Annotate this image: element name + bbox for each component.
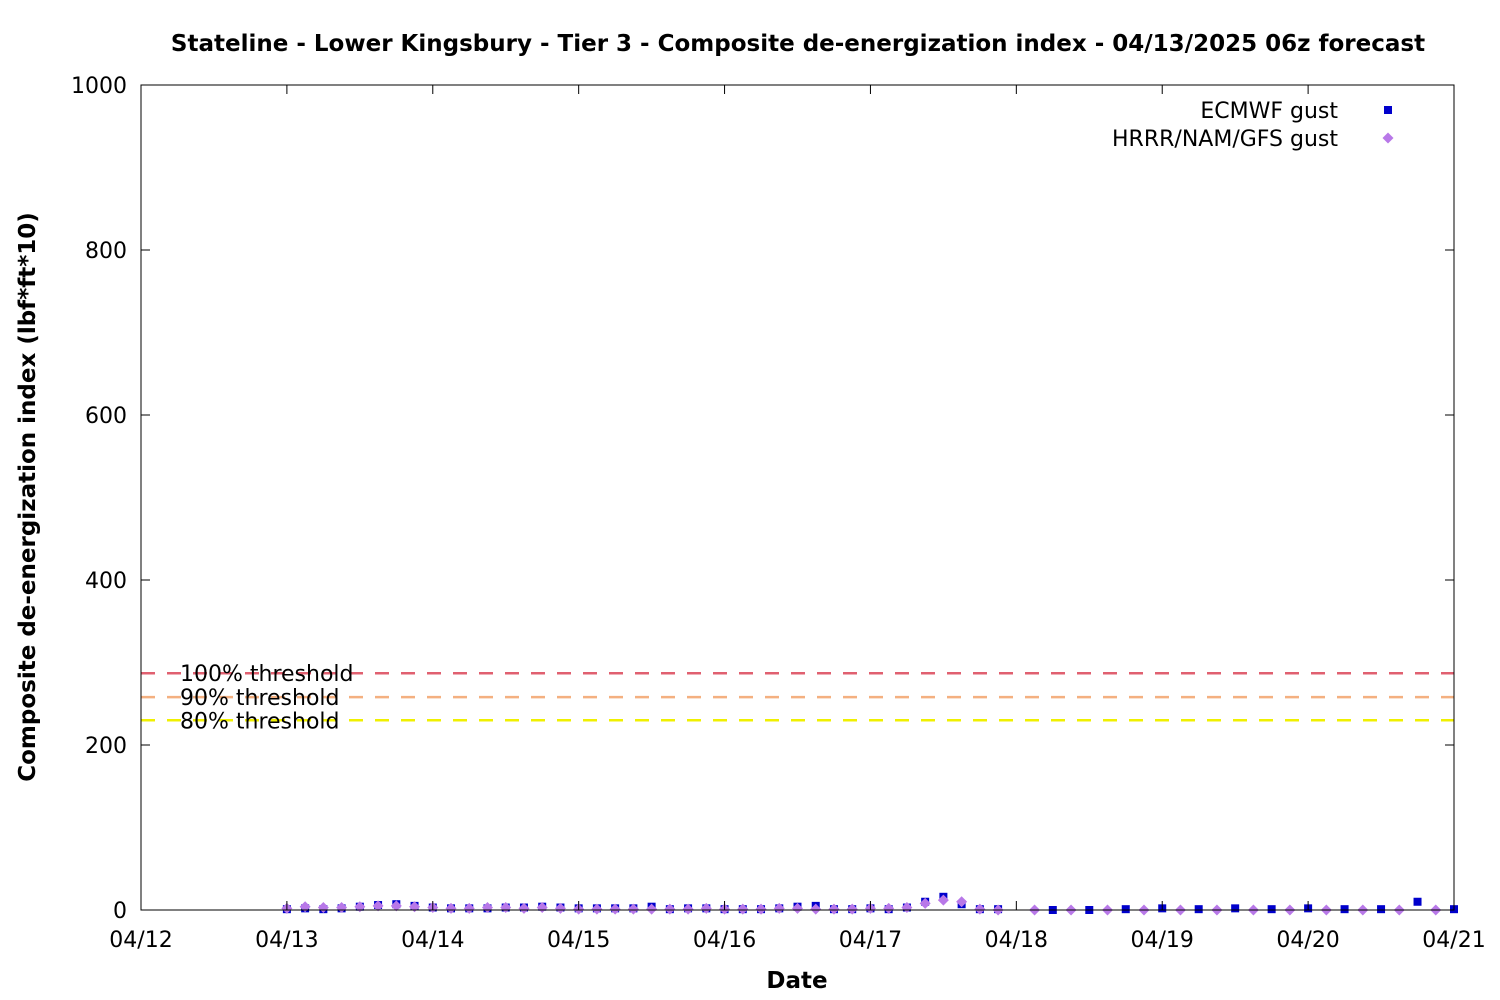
y-tick-label: 1000 (71, 74, 127, 99)
hrrr-point (773, 902, 785, 914)
x-tick-label: 04/21 (1422, 928, 1485, 953)
hrrr-point (445, 902, 457, 914)
y-tick-label: 200 (85, 734, 127, 759)
hrrr-point (956, 896, 968, 908)
hrrr-point (919, 897, 931, 909)
hrrr-point (390, 900, 402, 912)
x-tick-label: 04/13 (255, 928, 318, 953)
x-tick-label: 04/14 (401, 928, 464, 953)
hrrr-point (591, 903, 603, 915)
x-tick-label: 04/12 (109, 928, 172, 953)
hrrr-point (372, 900, 384, 912)
ecmwf-point (1194, 905, 1203, 914)
legend-marker (1382, 132, 1394, 144)
hrrr-point (974, 903, 986, 915)
y-tick-label: 600 (85, 404, 127, 429)
hrrr-point (937, 894, 949, 906)
x-axis-label: Date (766, 968, 827, 994)
ticks-layer: 0 200 400 600 800 1000 04/12 04/13 04/14 04/15 04/… (71, 74, 1486, 953)
ecmwf-point (1340, 905, 1349, 914)
threshold-label: 80% threshold (180, 709, 340, 734)
hrrr-point (409, 901, 421, 913)
hrrr-point (846, 903, 858, 915)
ecmwf-point (1413, 897, 1422, 906)
hrrr-point (700, 902, 712, 914)
hrrr-point (883, 902, 895, 914)
hrrr-point (646, 903, 658, 915)
hrrr-point (518, 902, 530, 914)
x-tick-label: 04/15 (547, 928, 610, 953)
hrrr-point (664, 903, 676, 915)
points-layer (281, 892, 1458, 916)
hrrr-point (463, 902, 475, 914)
legend-marker (1384, 106, 1392, 114)
hrrr-point (609, 903, 621, 915)
hrrr-point (299, 901, 311, 913)
ecmwf-point (1231, 904, 1240, 913)
hrrr-point (792, 902, 803, 914)
hrrr-point (354, 901, 366, 913)
x-tick-label: 04/18 (985, 928, 1048, 953)
legend-entry-label: ECMWF gust (1200, 99, 1338, 124)
x-tick-label: 04/20 (1276, 928, 1339, 953)
ecmwf-point (1267, 905, 1276, 914)
threshold-label: 90% threshold (180, 686, 340, 711)
x-tick-label: 04/16 (693, 928, 756, 953)
hrrr-point (627, 903, 639, 915)
x-tick-label: 04/19 (1131, 928, 1194, 953)
ecmwf-point (1377, 905, 1386, 914)
hrrr-point (755, 903, 767, 915)
y-tick-label: 0 (113, 899, 127, 924)
legend: ECMWF gust HRRR/NAM/GFS gust (1112, 99, 1394, 152)
y-axis-label: Composite de-energization index (lbf*ft*… (15, 212, 41, 782)
legend-entry-label: HRRR/NAM/GFS gust (1112, 127, 1338, 152)
hrrr-point (554, 902, 566, 914)
threshold-label: 100% threshold (180, 662, 354, 687)
hrrr-point (828, 903, 840, 915)
hrrr-point (682, 903, 694, 915)
chart-title: Stateline - Lower Kingsbury - Tier 3 - C… (171, 31, 1425, 57)
ecmwf-point (1121, 905, 1130, 914)
x-tick-label: 04/17 (839, 928, 902, 953)
y-tick-label: 400 (85, 569, 127, 594)
hrrr-point (810, 903, 822, 915)
plot-frame (140, 84, 1455, 911)
y-tick-label: 800 (85, 239, 127, 264)
hrrr-point (737, 903, 749, 915)
